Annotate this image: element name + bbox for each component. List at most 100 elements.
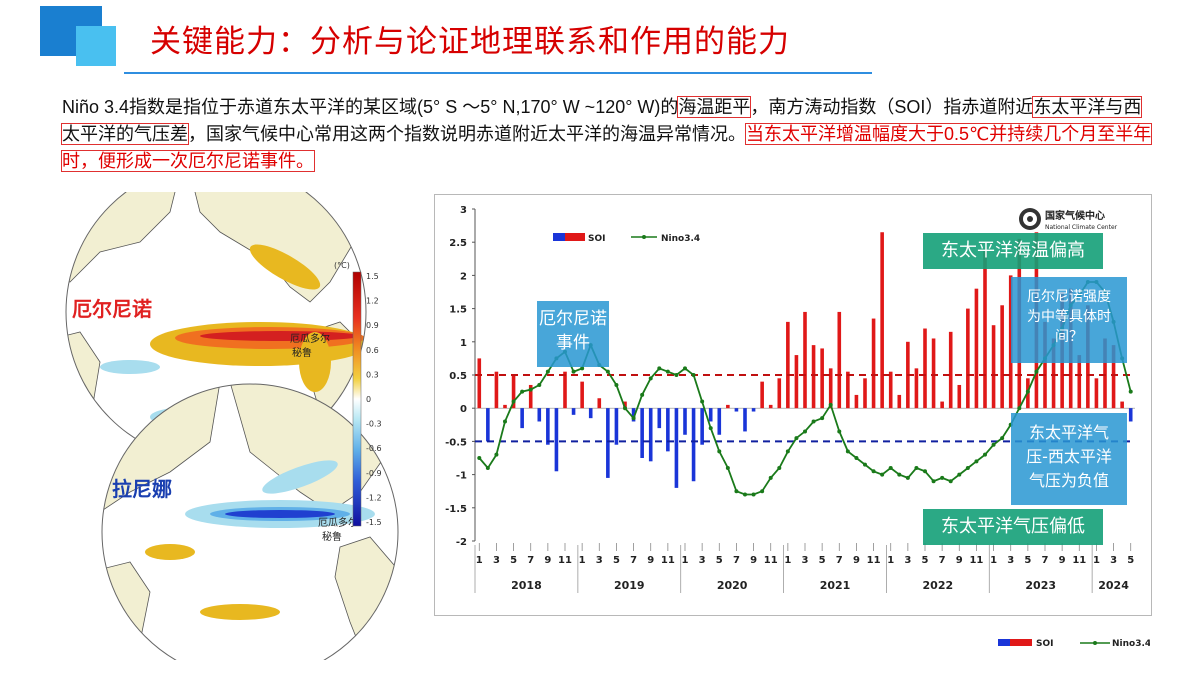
- y-tick-label: 2.5: [449, 238, 467, 249]
- x-tick-label: 1: [990, 555, 997, 566]
- y-tick-label: 2: [460, 271, 467, 282]
- soi-bar: [717, 408, 722, 435]
- colorbar-unit: (°C): [334, 261, 350, 270]
- para-text-2: ，南方涛动指数（SOI）指赤道附近: [750, 97, 1034, 117]
- soi-bar: [1051, 338, 1056, 409]
- x-tick-label: 11: [764, 555, 778, 566]
- x-tick-label: 7: [630, 555, 637, 566]
- soi-bar: [691, 408, 696, 482]
- x-tick-label: 5: [922, 555, 929, 566]
- nino34-point: [725, 465, 730, 470]
- x-tick-label: 3: [596, 555, 603, 566]
- nino34-point: [837, 429, 842, 434]
- soi-bar: [1094, 378, 1099, 409]
- soi-bar: [1077, 355, 1082, 409]
- nino34-point: [683, 366, 687, 371]
- nino34-point: [888, 465, 893, 470]
- nino34-point: [991, 442, 996, 447]
- callout-pressure-diff: 东太平洋气压-西太平洋气压为负值: [1011, 413, 1127, 505]
- soi-bar: [794, 355, 799, 409]
- x-tick-label: 11: [558, 555, 572, 566]
- nino34-point: [640, 392, 645, 397]
- soi-bar: [683, 408, 687, 435]
- x-tick-label: 7: [527, 555, 534, 566]
- soi-bar: [1043, 321, 1047, 409]
- y-tick-label: -1.5: [445, 504, 467, 515]
- x-tick-label: 9: [956, 555, 963, 566]
- x-tick-label: 9: [647, 555, 654, 566]
- soi-bar: [631, 408, 636, 422]
- soi-bar: [666, 408, 670, 452]
- nino34-point: [545, 369, 550, 374]
- x-tick-label: 7: [733, 555, 740, 566]
- nino34-point: [700, 399, 705, 404]
- year-label: 2019: [614, 579, 645, 592]
- nino34-point: [528, 387, 533, 392]
- soi-bar: [897, 394, 902, 409]
- soi-bar: [760, 381, 764, 409]
- x-tick-label: 1: [682, 555, 689, 566]
- nino34-point: [845, 449, 850, 454]
- nino34-point: [957, 472, 962, 477]
- soi-bar: [940, 401, 944, 409]
- colorbar-tick: -1.5: [366, 518, 382, 527]
- year-label: 2018: [511, 579, 542, 592]
- x-tick-label: 7: [836, 555, 843, 566]
- legend-soi: SOI: [588, 234, 605, 244]
- ecuador-label-2: 厄瓜多尔: [318, 516, 358, 529]
- intro-paragraph: Niño 3.4指数是指位于赤道东太平洋的某区域(5° S ～5° N,170°…: [60, 94, 1153, 175]
- nino34-point: [931, 479, 936, 484]
- para-highlight-elnino-definition: 当东太平洋增温幅度大于0.5℃并持续几个月至半年时，便形成一次厄尔尼诺事件。: [60, 123, 1153, 172]
- soi-bar: [520, 408, 524, 429]
- soi-bar: [734, 408, 739, 412]
- callout-strength: 厄尔尼诺强度为中等具体时间？: [1011, 277, 1127, 363]
- year-label: 2022: [923, 579, 954, 592]
- nino34-point: [905, 475, 910, 480]
- nino34-point: [520, 389, 525, 394]
- peru-label-2: 秘鲁: [322, 530, 342, 543]
- x-tick-label: 11: [661, 555, 675, 566]
- nino34-point: [511, 399, 516, 404]
- soi-bar: [846, 371, 850, 409]
- soi-bar: [511, 375, 516, 409]
- nino34-point: [708, 426, 713, 431]
- title-decoration-block-small: [76, 26, 116, 66]
- nino34-point: [777, 465, 782, 470]
- x-tick-label: 1: [1093, 555, 1100, 566]
- y-tick-label: 0.5: [449, 371, 467, 382]
- enso-index-chart-frame: 3 2.5 2 1.5 1 0.5 0 -0.5 -1 -1.5 -2 1 3 5 7 9 11 1 3 5 7 9 11…: [434, 194, 1152, 616]
- callout-east-low: 东太平洋气压偏低: [923, 509, 1103, 545]
- year-label: 2024: [1098, 579, 1129, 592]
- nino34-point: [871, 469, 876, 474]
- soi-bar: [546, 408, 550, 445]
- y-tick-label: 1: [460, 338, 467, 349]
- x-tick-label: 5: [510, 555, 517, 566]
- soi-bar: [811, 345, 816, 409]
- x-tick-label: 1: [784, 555, 791, 566]
- x-tick-label: 11: [1072, 555, 1086, 566]
- nino34-point: [580, 366, 585, 371]
- soi-bar: [708, 408, 713, 422]
- colorbar-tick: -0.9: [366, 469, 382, 478]
- nino34-point: [863, 462, 867, 467]
- colorbar-tick: 1.2: [366, 297, 379, 306]
- nino34-point: [965, 465, 970, 470]
- nino34-point: [623, 406, 627, 411]
- bottom-legend-soi: SOI: [1036, 639, 1053, 649]
- soi-bar: [914, 368, 919, 409]
- x-tick-label: 5: [613, 555, 620, 566]
- soi-bar: [528, 384, 533, 409]
- page-title: 关键能力：分析与论证地理联系和作用的能力: [150, 24, 790, 60]
- x-tick-label: 7: [1042, 555, 1049, 566]
- soi-bar: [931, 338, 936, 409]
- nino34-point: [1034, 369, 1039, 374]
- soi-bar: [803, 311, 807, 409]
- soi-bar: [923, 328, 927, 409]
- soi-bar: [597, 398, 602, 409]
- nino34-point: [494, 452, 499, 457]
- y-tick-label: 1.5: [449, 305, 467, 316]
- soi-bar: [700, 408, 704, 445]
- soi-bar: [966, 308, 970, 409]
- soi-bar: [623, 401, 627, 409]
- ncc-logo: 国家气候中心 National Climate Center: [1019, 208, 1118, 231]
